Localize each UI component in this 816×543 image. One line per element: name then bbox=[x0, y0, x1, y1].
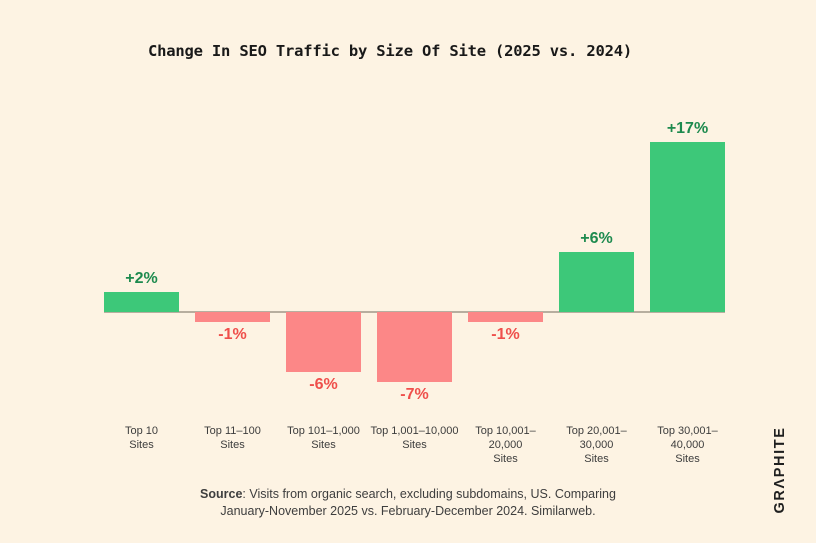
bar-value-label: +2% bbox=[125, 269, 158, 287]
source-text: : Visits from organic search, excluding … bbox=[242, 487, 616, 501]
x-tick-line-2: Sites bbox=[402, 439, 427, 451]
x-tick-line-1: Top 10 bbox=[124, 425, 159, 437]
x-tick-line-2: Sites bbox=[311, 439, 336, 451]
source-label: Source bbox=[200, 487, 243, 501]
x-tick-label: Top 1,001–10,000 Sites bbox=[369, 424, 460, 452]
bar-top-30-001-40-000-sites bbox=[650, 141, 725, 312]
x-tick-label: Top 30,001–40,000 Sites bbox=[642, 424, 733, 466]
chart-title: Change In SEO Traffic by Size Of Site (2… bbox=[148, 42, 632, 60]
bar-top-10-sites bbox=[104, 291, 179, 312]
x-tick-line-2: Sites bbox=[493, 453, 518, 465]
x-tick-line-1: Top 30,001–40,000 bbox=[657, 425, 718, 451]
graphite-logo: GRΛPHITE bbox=[772, 426, 788, 514]
x-tick-label: Top 10 Sites bbox=[96, 424, 187, 452]
x-tick-line-2: Sites bbox=[584, 453, 609, 465]
x-tick-label: Top 11–100 Sites bbox=[187, 424, 278, 452]
bar-value-label: +6% bbox=[580, 229, 613, 247]
bar-top-10-001-20-000-sites bbox=[468, 311, 543, 322]
source-note: Source: Visits from organic search, excl… bbox=[0, 486, 816, 520]
x-tick-label: Top 10,001–20,000 Sites bbox=[460, 424, 551, 466]
x-tick-line-1: Top 20,001–30,000 bbox=[566, 425, 627, 451]
bar-top-20-001-30-000-sites bbox=[559, 251, 634, 312]
x-tick-label: Top 101–1,000 Sites bbox=[278, 424, 369, 452]
bar-top-101-1-000-sites bbox=[286, 311, 361, 372]
bar-top-1-001-10-000-sites bbox=[377, 311, 452, 382]
x-tick-line-1: Top 1,001–10,000 bbox=[370, 425, 459, 437]
bar-value-label: -7% bbox=[400, 385, 429, 403]
x-tick-line-1: Top 11–100 bbox=[204, 425, 261, 437]
bar-value-label: +17% bbox=[666, 119, 709, 137]
bar-value-label: -6% bbox=[309, 375, 338, 393]
bar-value-label: -1% bbox=[218, 325, 247, 343]
x-tick-label: Top 20,001–30,000 Sites bbox=[551, 424, 642, 466]
source-line-2: January-November 2025 vs. February-Decem… bbox=[220, 504, 596, 518]
x-tick-line-2: Sites bbox=[675, 453, 700, 465]
x-tick-line-1: Top 10,001–20,000 bbox=[475, 425, 536, 451]
x-tick-line-2: Sites bbox=[220, 439, 245, 451]
source-line-1: Source: Visits from organic search, excl… bbox=[0, 486, 816, 503]
x-tick-line-2: Sites bbox=[129, 439, 154, 451]
x-tick-line-1: Top 101–1,000 bbox=[287, 425, 360, 437]
bar-top-11-100-sites bbox=[195, 311, 270, 322]
bar-value-label: -1% bbox=[491, 325, 520, 343]
